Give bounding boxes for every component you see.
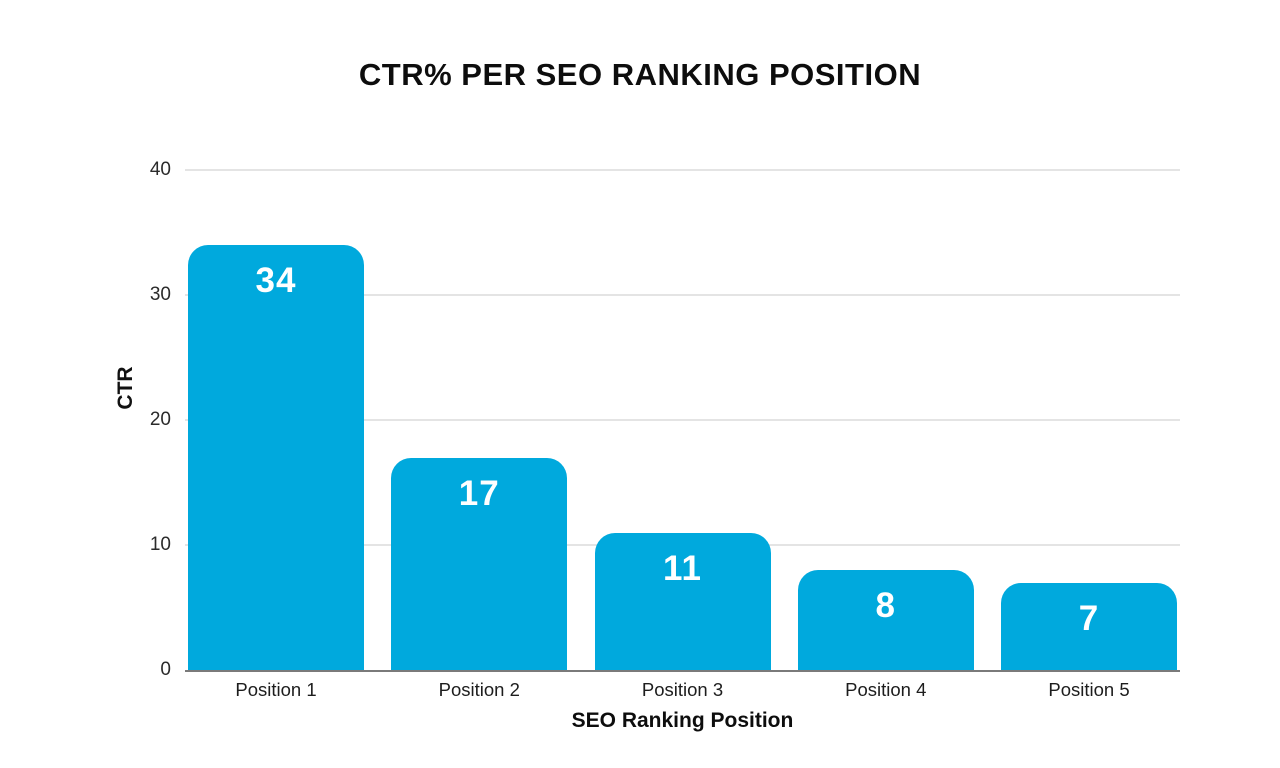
x-tick-label-4: Position 4 [845,679,927,700]
x-axis-title: SEO Ranking Position [571,709,794,732]
bar-column-5: 7 Position 5 [1001,170,1177,700]
bar-position-2: 17 [391,457,568,670]
chart-title: CTR% PER SEO RANKING POSITION [358,57,922,92]
y-tick-label-40: 40 [149,159,171,180]
x-tick-label-1: Position 1 [235,679,317,700]
y-tick-label-30: 30 [149,284,171,305]
bar-column-2: 17 Position 2 [391,170,568,700]
gridline-y-40 [185,169,1180,171]
y-tick-label-10: 10 [149,534,171,555]
bar-value-label: 17 [458,473,500,513]
bar-column-3: 11 Position 3 [594,170,771,700]
bar-value-label: 7 [1078,598,1100,638]
gridline-y-20 [185,419,1180,421]
x-tick-label-5: Position 5 [1048,679,1130,700]
gridline-y-30 [185,294,1180,296]
bars-row: 34 Position 1 17 Position 2 11 Position 3 8 Pos… [185,170,1180,700]
bar-position-1: 34 [188,245,364,670]
bar-position-4: 8 [797,570,974,670]
y-axis-title: CTR [114,366,137,410]
x-tick-label-3: Position 3 [641,679,724,700]
bar-column-4: 8 Position 4 [797,170,974,700]
y-tick-label-0: 0 [160,659,171,680]
bar-value-label: 11 [663,548,702,588]
bar-column-1: 34 Position 1 [188,170,364,700]
bar-value-label: 8 [875,586,896,625]
y-tick-label-20: 20 [149,409,171,430]
plot-area: 34 Position 1 17 Position 2 11 Position 3 8 Pos… [150,159,1180,700]
bar-position-3: 11 [594,532,771,670]
x-axis-baseline [185,670,1180,672]
x-tick-label-2: Position 2 [438,679,520,700]
bar-value-label: 34 [255,261,297,300]
bar-position-5: 7 [1001,582,1177,670]
